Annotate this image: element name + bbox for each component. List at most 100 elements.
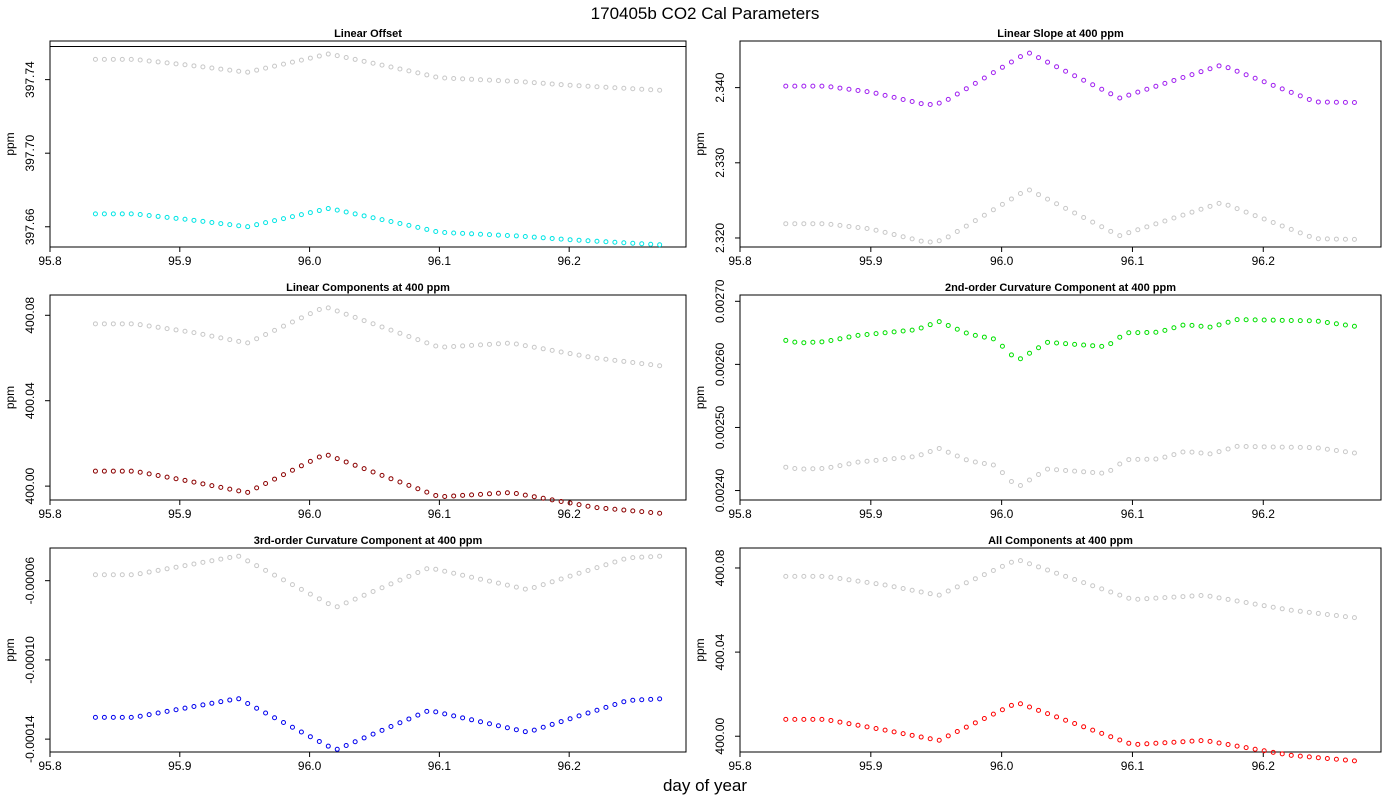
data-point [801,716,807,722]
data-point [397,479,403,485]
data-point [1198,323,1204,329]
data-point [1054,340,1060,346]
data-point [478,342,484,348]
data-point [343,311,349,317]
y-tick-label: 400.08 [23,297,37,334]
data-point [1270,82,1276,88]
data-point [612,85,618,91]
data-point [1225,446,1231,452]
data-point [909,99,915,105]
data-point [415,224,421,230]
data-point [245,701,251,707]
data-point [325,51,331,57]
data-point [1144,224,1150,230]
data-point [927,448,933,454]
data-point [263,567,269,573]
data-point [1045,59,1051,65]
data-point [182,328,188,334]
data-point [236,553,242,559]
data-point [981,461,987,466]
data-point [1225,742,1231,748]
data-point [128,56,134,62]
plot-frame [49,294,687,501]
data-point [594,505,600,511]
data-point [352,596,358,602]
data-point [783,221,789,227]
data-point [630,697,636,703]
data-point [200,218,206,224]
data-point [1063,341,1069,347]
data-point [522,586,528,592]
data-point [1270,604,1276,610]
y-tick-label: -0.00010 [23,636,37,684]
data-point [254,222,260,228]
data-point [873,581,879,587]
data-point [379,727,385,733]
data-point [855,87,861,93]
data-point [236,488,242,494]
data-point [1342,236,1348,242]
data-point [918,238,924,244]
data-point [1008,352,1014,358]
data-point [504,490,510,496]
data-point [469,342,475,348]
data-point [639,509,645,515]
data-point [603,84,609,90]
data-point [1090,583,1096,589]
data-point [1027,50,1032,56]
data-point [900,455,906,461]
data-point [137,57,143,63]
y-tick-label: 2.320 [713,223,727,253]
figure-title: 170405b CO2 Cal Parameters [591,4,820,23]
data-point [379,217,385,223]
data-point [810,221,816,227]
data-point [900,731,906,737]
data-point [1306,754,1312,760]
series-reference [92,553,663,610]
data-point [424,708,430,714]
data-point [209,219,215,225]
data-point [945,96,951,102]
series-current [783,50,1357,107]
data-point [433,228,439,234]
data-point [1279,751,1285,757]
data-point [900,234,906,240]
data-point [576,237,582,243]
data-point [227,554,233,560]
data-point [469,231,475,237]
data-point [1081,469,1087,475]
data-point [1216,595,1222,601]
data-point [1351,323,1357,329]
data-point [227,697,233,703]
data-point [927,591,933,597]
data-point [254,563,260,569]
data-point [657,363,663,369]
chart-panel-2: Linear Slope at 400 ppm ppm 95.8 95.9 96.0 96… [693,28,1382,268]
data-point [1117,461,1123,467]
data-point [128,321,134,327]
data-point [469,492,475,498]
data-point [783,464,789,470]
data-point [191,704,197,710]
data-point [281,472,286,478]
data-point [370,731,376,737]
data-point [1324,236,1330,242]
data-point [495,723,501,729]
data-point [945,234,951,240]
data-point [1306,609,1312,615]
x-tick-label: 96.2 [1252,759,1276,773]
data-point [936,592,942,598]
data-point [567,573,573,579]
data-point [936,238,942,244]
data-point [1234,743,1240,749]
data-point [504,582,510,588]
data-point [289,724,295,730]
data-point [110,714,116,720]
y-tick-label: 400.08 [713,549,727,586]
data-point [1180,594,1186,600]
data-point [343,459,349,465]
data-point [1279,86,1285,92]
data-point [1126,740,1132,746]
x-tick-label: 95.8 [728,254,752,268]
data-point [927,322,933,328]
